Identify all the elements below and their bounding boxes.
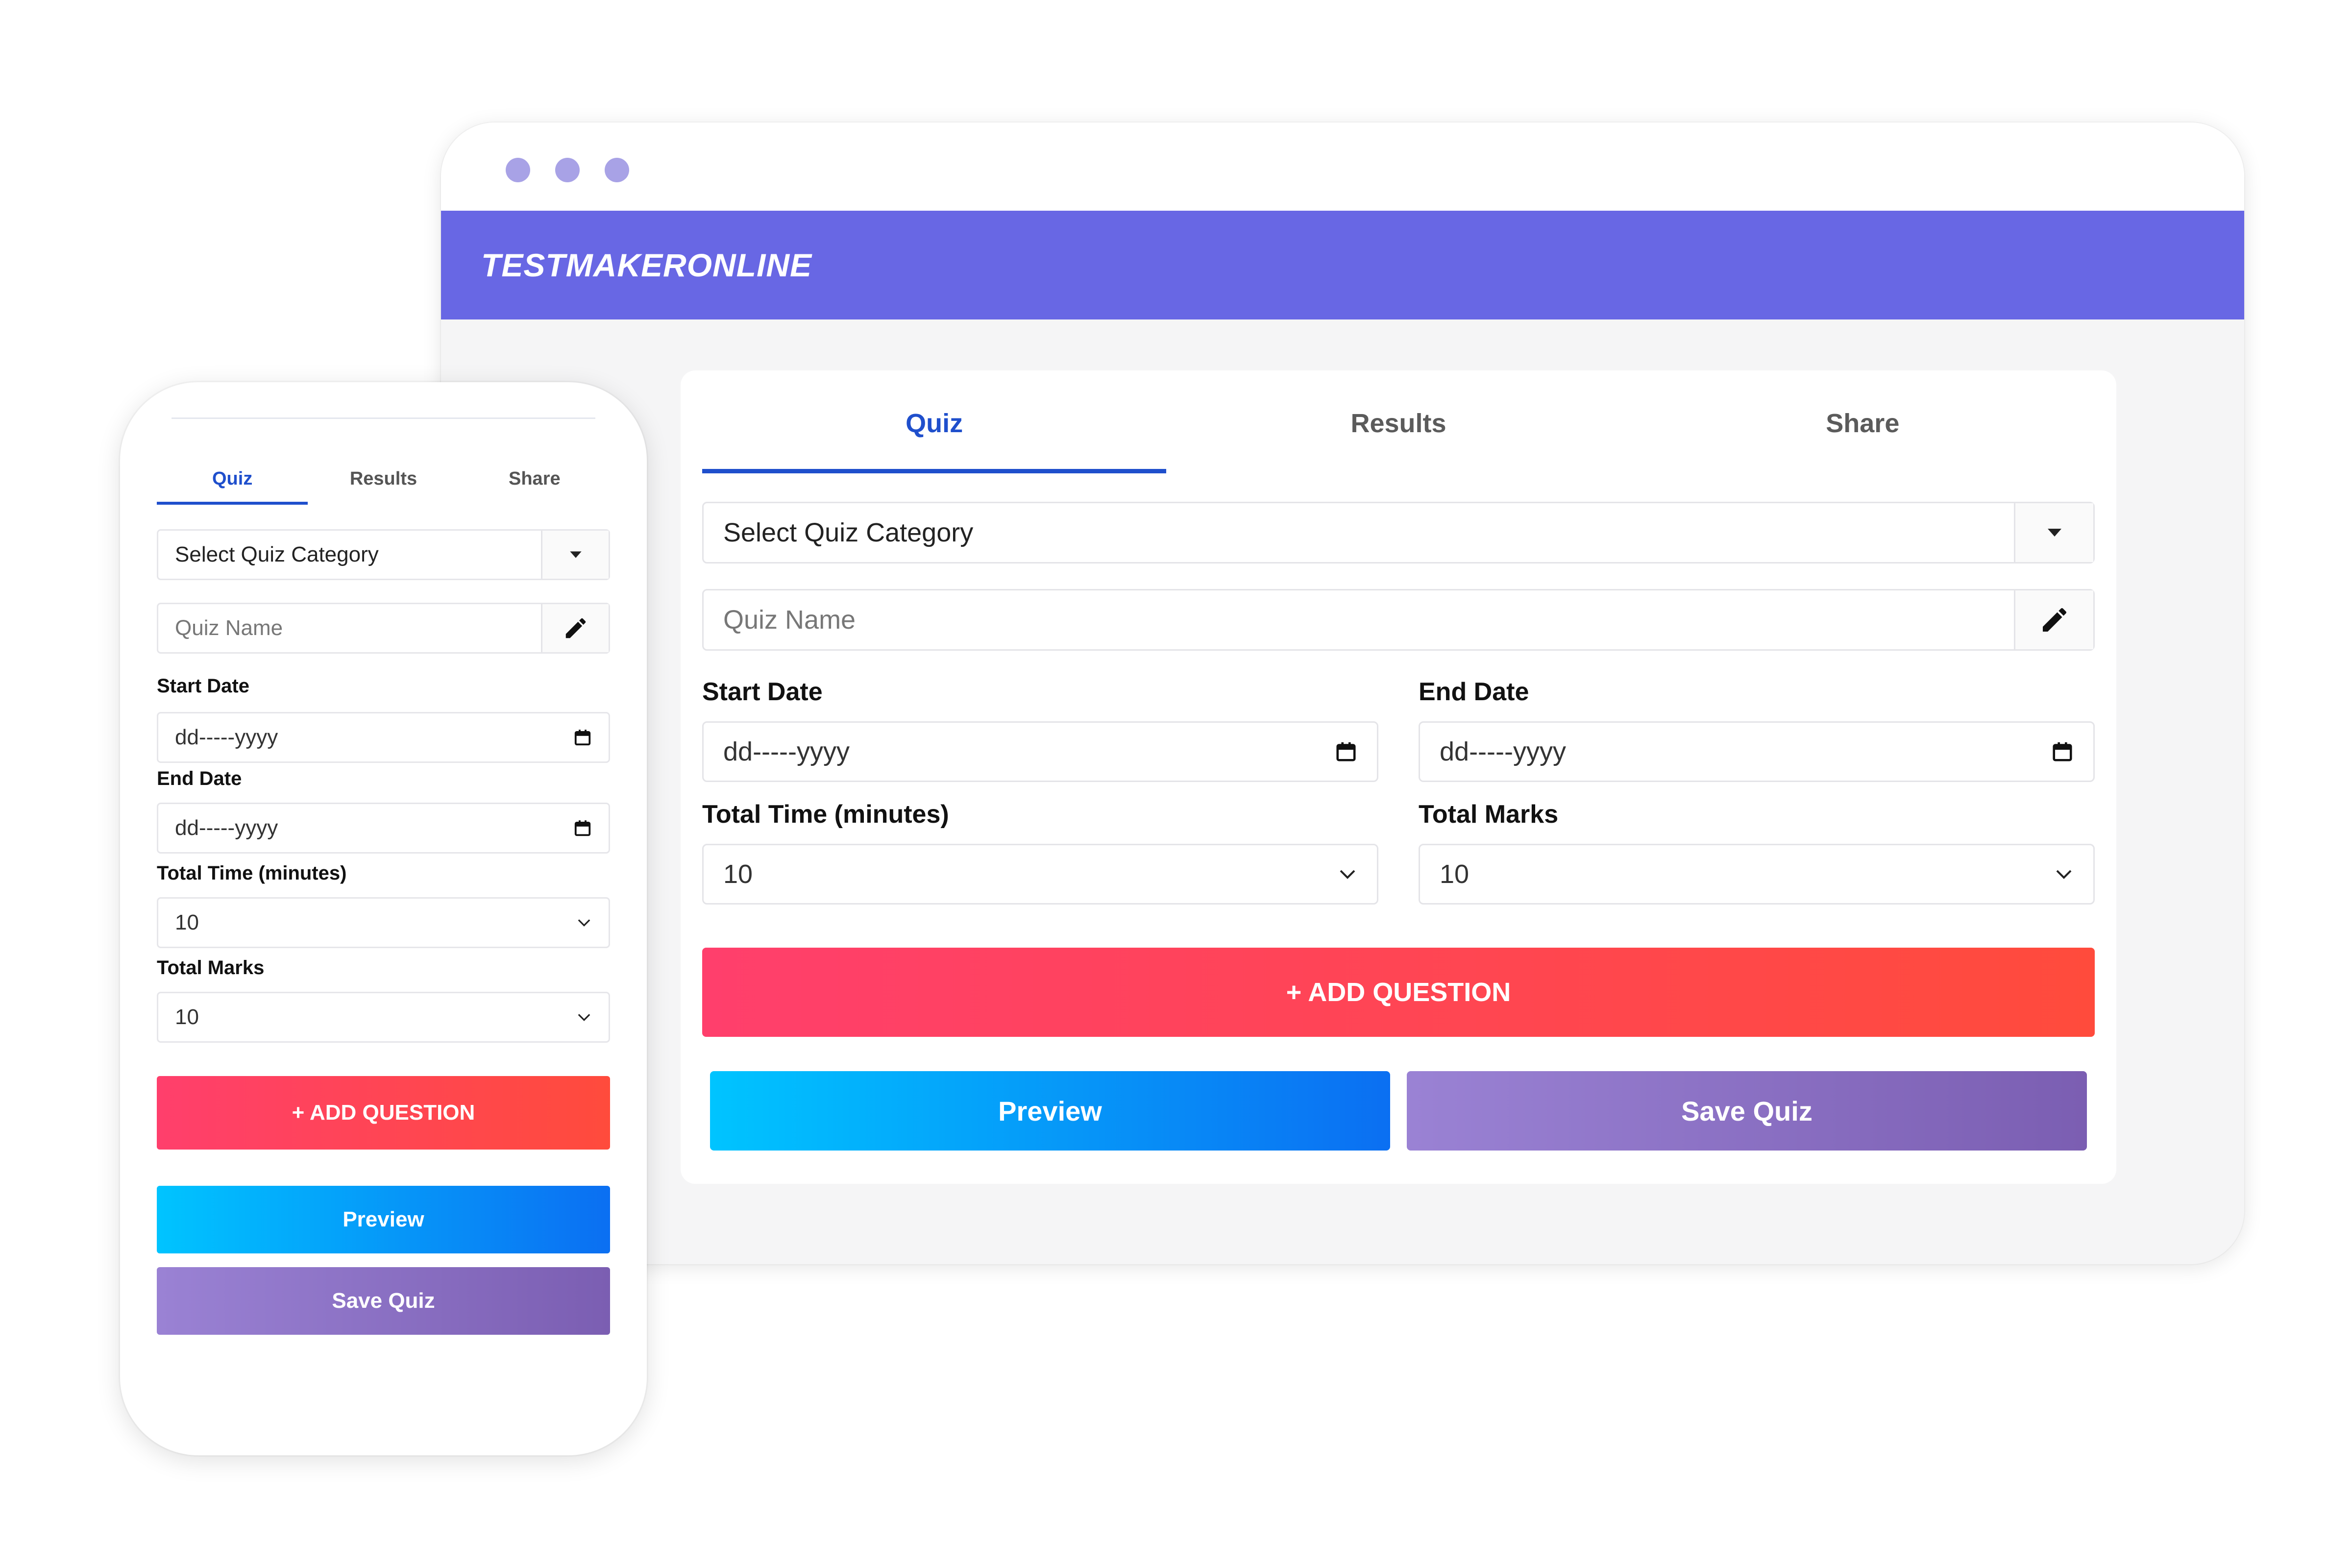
chevron-down-icon <box>578 1014 590 1021</box>
quiz-category-select[interactable]: Select Quiz Category <box>702 502 2095 564</box>
start-date-label: Start Date <box>702 678 823 706</box>
window-titlebar <box>441 122 2244 211</box>
mobile-end-date-value: dd-----yyyy <box>175 816 278 840</box>
mobile-start-date-input[interactable]: dd-----yyyy <box>157 712 610 763</box>
mobile-mockup: Quiz Results Share Select Quiz Category … <box>120 382 647 1455</box>
mobile-tab-bar: Quiz Results Share <box>157 456 610 505</box>
quiz-form-card: Quiz Results Share Select Quiz Category … <box>681 370 2116 1184</box>
brand-header: TESTMAKERONLINE <box>441 211 2244 319</box>
mobile-add-question-button[interactable]: + ADD QUESTION <box>157 1076 610 1150</box>
mobile-tab-results[interactable]: Results <box>349 468 417 489</box>
tab-share[interactable]: Share <box>1826 408 1900 438</box>
divider <box>172 417 595 419</box>
caret-down-icon <box>2047 529 2061 537</box>
quiz-name-input[interactable]: Quiz Name <box>723 605 856 635</box>
desktop-browser-mockup: TESTMAKERONLINE Quiz Results Share Selec… <box>441 122 2244 1264</box>
mobile-quiz-category-select[interactable]: Select Quiz Category <box>157 529 610 580</box>
caret-down-icon <box>569 551 582 558</box>
mobile-total-time-select[interactable]: 10 <box>157 897 610 948</box>
mobile-total-marks-label: Total Marks <box>157 957 265 979</box>
save-quiz-button[interactable]: Save Quiz <box>1407 1071 2087 1151</box>
window-dot-icon <box>555 158 580 182</box>
brand-title: TESTMAKERONLINE <box>481 247 812 283</box>
chevron-down-icon <box>578 919 590 927</box>
mobile-quiz-category-value: Select Quiz Category <box>175 542 379 566</box>
calendar-icon[interactable] <box>573 728 592 747</box>
action-buttons: Preview Save Quiz <box>702 1071 2095 1151</box>
calendar-icon[interactable] <box>2051 740 2074 763</box>
quiz-settings-grid: Start Date dd-----yyyy End Date dd-----y… <box>702 677 2095 922</box>
mobile-save-quiz-button[interactable]: Save Quiz <box>157 1267 610 1335</box>
calendar-icon[interactable] <box>1335 740 1357 763</box>
tab-bar: Quiz Results Share <box>702 370 2095 473</box>
mobile-start-date-value: dd-----yyyy <box>175 725 278 749</box>
mobile-quiz-name-input[interactable]: Quiz Name <box>175 616 283 640</box>
tab-results[interactable]: Results <box>1350 408 1446 438</box>
mobile-total-time-label: Total Time (minutes) <box>157 862 347 884</box>
total-marks-label: Total Marks <box>1419 800 1559 829</box>
chevron-down-icon <box>2056 870 2072 879</box>
preview-button[interactable]: Preview <box>710 1071 1390 1151</box>
total-time-label: Total Time (minutes) <box>702 800 949 829</box>
mobile-start-date-label: Start Date <box>157 675 249 697</box>
mobile-tab-share[interactable]: Share <box>509 468 561 489</box>
end-date-label: End Date <box>1419 678 1529 706</box>
add-question-button[interactable]: + ADD QUESTION <box>702 948 2095 1037</box>
mobile-total-time-value: 10 <box>175 910 199 934</box>
mobile-end-date-label: End Date <box>157 768 242 789</box>
mobile-tab-quiz[interactable]: Quiz <box>157 456 308 505</box>
total-time-value: 10 <box>723 859 753 889</box>
calendar-icon[interactable] <box>573 819 592 837</box>
tab-quiz[interactable]: Quiz <box>702 370 1167 473</box>
pencil-icon <box>2042 608 2066 632</box>
edit-name-button[interactable] <box>2014 590 2093 649</box>
pencil-icon <box>565 618 586 638</box>
mobile-quiz-name-field[interactable]: Quiz Name <box>157 603 610 654</box>
mobile-total-marks-select[interactable]: 10 <box>157 992 610 1043</box>
total-marks-select[interactable]: 10 <box>1419 844 2095 905</box>
category-dropdown-button[interactable] <box>2014 503 2093 562</box>
end-date-input[interactable]: dd-----yyyy <box>1419 721 2095 782</box>
end-date-value: dd-----yyyy <box>1440 737 1566 766</box>
window-dot-icon <box>605 158 629 182</box>
total-marks-value: 10 <box>1440 859 1470 889</box>
mobile-edit-name-button[interactable] <box>541 604 609 652</box>
mobile-preview-button[interactable]: Preview <box>157 1186 610 1253</box>
chevron-down-icon <box>1340 870 1355 879</box>
mobile-category-dropdown-button[interactable] <box>541 531 609 579</box>
start-date-input[interactable]: dd-----yyyy <box>702 721 1378 782</box>
window-dot-icon <box>506 158 530 182</box>
total-time-select[interactable]: 10 <box>702 844 1378 905</box>
mobile-total-marks-value: 10 <box>175 1005 199 1029</box>
start-date-value: dd-----yyyy <box>723 737 850 766</box>
mobile-end-date-input[interactable]: dd-----yyyy <box>157 803 610 854</box>
quiz-name-field[interactable]: Quiz Name <box>702 589 2095 651</box>
quiz-category-value: Select Quiz Category <box>723 518 974 547</box>
